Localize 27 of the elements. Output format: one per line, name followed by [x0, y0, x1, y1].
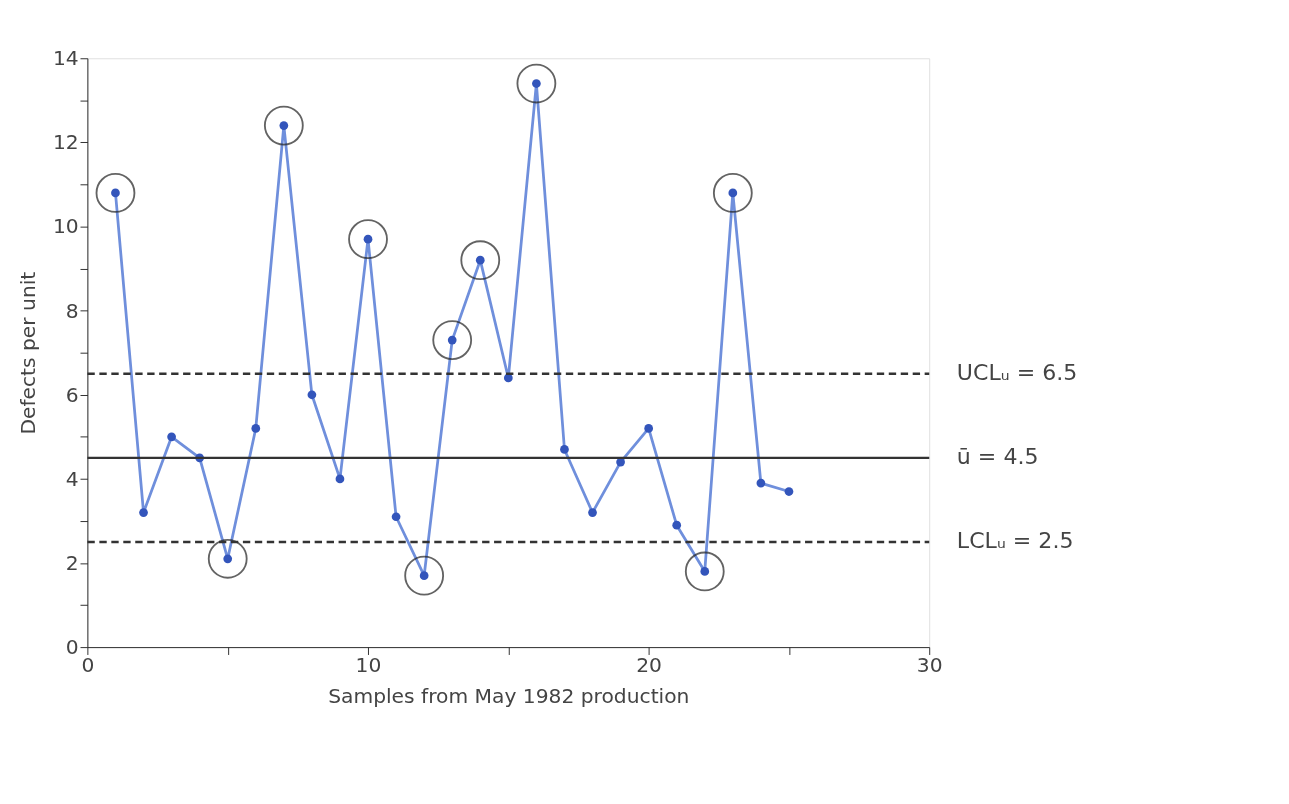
x-tick-label: 10 — [355, 653, 382, 678]
point — [712, 173, 753, 213]
y-tick-label: 4 — [65, 466, 79, 491]
y-tick-label: 2 — [65, 550, 79, 575]
point — [432, 320, 473, 360]
point — [460, 240, 501, 281]
x-axis-title: Samples from May 1982 production — [328, 683, 690, 708]
point — [404, 555, 445, 596]
y-tick-label: 12 — [52, 130, 79, 155]
point — [207, 538, 248, 579]
point — [684, 551, 725, 592]
y-tick-label: 0 — [65, 635, 79, 660]
point — [95, 173, 136, 213]
ref-line-label: ū = 4.5 — [956, 444, 1039, 470]
y-tick-label: 8 — [65, 298, 79, 323]
y-axis-title: Defects per unit — [16, 271, 41, 435]
point — [516, 63, 557, 104]
y-tick-label: 6 — [65, 382, 79, 407]
x-tick-label: 0 — [81, 653, 95, 678]
point — [348, 219, 388, 260]
y-tick-label: 10 — [52, 214, 79, 239]
x-tick-label: 30 — [916, 653, 943, 678]
ref-line-label: LCLᵤ = 2.5 — [956, 528, 1074, 554]
ref-line-label: UCLᵤ = 6.5 — [956, 360, 1078, 386]
y-tick-label: 14 — [52, 46, 79, 71]
point — [263, 105, 304, 146]
x-tick-label: 20 — [636, 653, 662, 678]
